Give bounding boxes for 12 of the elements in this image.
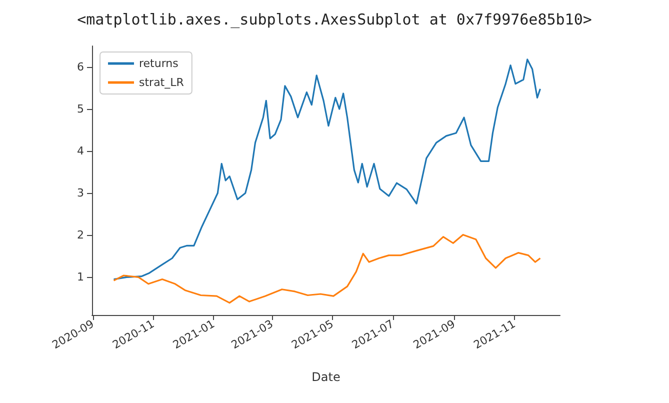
line-series <box>112 58 542 280</box>
text: <matplotlib.axes._subplots.AxesSubplot at 0x7f9976e85b10> <box>77 10 592 28</box>
y-tick-label: 4 <box>77 144 84 158</box>
y-tick-label: 3 <box>77 186 84 200</box>
y-tick-label: 6 <box>77 60 84 74</box>
legend-label: returns <box>139 57 179 70</box>
legend-label: strat_LR <box>139 76 184 89</box>
y-tick-label: 1 <box>77 270 84 284</box>
x-axis-title: Date <box>312 370 340 384</box>
line-series <box>112 234 542 304</box>
y-tick-label: 2 <box>77 228 84 242</box>
y-tick-label: 5 <box>77 102 84 116</box>
